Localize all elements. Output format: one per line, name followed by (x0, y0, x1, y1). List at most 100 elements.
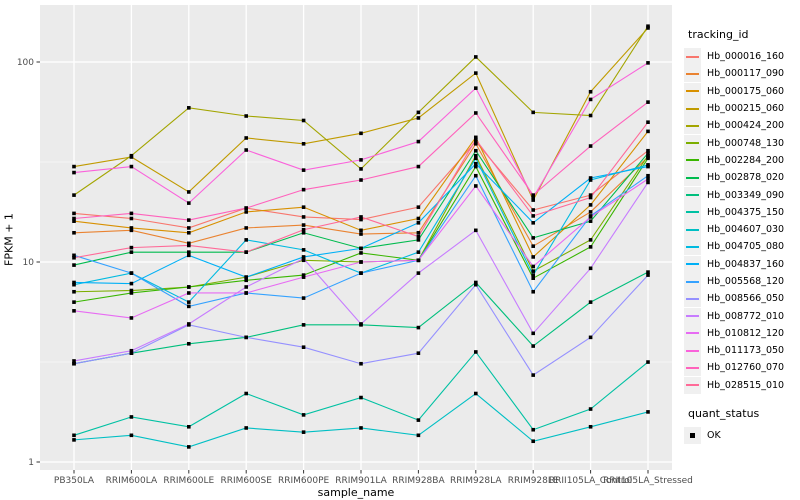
data-point (531, 221, 535, 225)
data-point (531, 264, 535, 269)
legend-label: Hb_000117_090 (707, 68, 785, 80)
data-point (187, 241, 191, 246)
legend-item: Hb_003349_090 (684, 186, 798, 204)
x-axis-title: sample_name (317, 486, 395, 499)
data-point (646, 270, 650, 274)
data-point (359, 246, 363, 251)
data-point (531, 236, 535, 240)
data-point (531, 195, 535, 200)
data-point (531, 439, 535, 444)
x-tick-label: RRIM600LE (163, 476, 214, 486)
data-point (646, 148, 650, 153)
data-point (416, 250, 421, 254)
data-point (646, 173, 650, 178)
data-point (129, 245, 134, 250)
legend-label: Hb_002284_200 (707, 154, 785, 166)
data-point (187, 285, 191, 289)
data-point (129, 271, 134, 275)
data-point (646, 151, 650, 155)
data-point (72, 300, 76, 304)
data-point (588, 203, 593, 207)
data-point (416, 234, 421, 239)
legend-key (684, 134, 701, 152)
data-point (301, 256, 306, 261)
data-point (646, 360, 650, 364)
legend-label: Hb_004375_150 (707, 206, 785, 218)
data-point (129, 415, 134, 419)
data-point (416, 110, 421, 115)
data-point (129, 288, 134, 293)
legend-item: Hb_000175_060 (684, 82, 798, 100)
data-point (474, 55, 478, 59)
legend-key (684, 117, 701, 135)
data-point (416, 238, 421, 242)
data-point (301, 230, 306, 235)
data-point (474, 86, 478, 90)
data-point (187, 190, 191, 194)
data-point (474, 148, 478, 153)
data-point (416, 221, 421, 225)
data-point (244, 238, 248, 242)
data-point (129, 211, 134, 216)
data-point (359, 322, 363, 326)
data-point (359, 361, 363, 366)
data-point (588, 113, 593, 118)
data-point (359, 260, 363, 264)
data-point (72, 309, 76, 313)
data-point (359, 251, 363, 255)
data-point (244, 285, 248, 289)
data-point (359, 215, 363, 219)
data-point (72, 359, 76, 363)
data-point (474, 71, 478, 75)
data-point (416, 230, 421, 235)
point-swatch-icon (690, 433, 695, 439)
legend-item: Hb_000424_200 (684, 117, 798, 135)
data-point (129, 316, 134, 320)
legend-line-swatch (686, 142, 699, 145)
legend-label: Hb_011173_050 (707, 345, 785, 357)
data-point (72, 255, 76, 260)
data-point (416, 258, 421, 263)
data-point (301, 345, 306, 349)
data-point (187, 106, 191, 110)
x-tick-label: RRIM600SE (220, 476, 272, 486)
legend-label: Hb_000016_160 (707, 51, 785, 63)
legend-item: Hb_000748_130 (684, 134, 798, 152)
legend-key (684, 290, 701, 308)
data-point (531, 110, 535, 115)
legend-line-swatch (686, 107, 699, 110)
data-point (531, 373, 535, 377)
legend-label: Hb_000748_130 (707, 137, 785, 149)
data-point (646, 273, 650, 277)
data-point (72, 438, 76, 442)
x-tick-label: RRIM928BA (392, 476, 445, 486)
legend-key (684, 238, 701, 256)
legend-line-swatch (686, 315, 699, 318)
data-point (301, 168, 306, 172)
legend-key (684, 48, 701, 66)
legend-line-swatch (686, 332, 699, 335)
data-point (474, 282, 478, 287)
data-point (187, 201, 191, 205)
data-point (301, 215, 306, 219)
legend-line-swatch (686, 90, 699, 93)
data-point (301, 275, 306, 279)
data-point (531, 255, 535, 259)
legend-key (684, 376, 701, 394)
legend-line-swatch (686, 72, 699, 75)
data-point (474, 161, 478, 166)
legend-item: Hb_004375_150 (684, 203, 798, 221)
data-point (416, 433, 421, 438)
legend-label: OK (707, 430, 721, 442)
data-point (301, 223, 306, 227)
data-point (416, 418, 421, 422)
y-axis-title: FPKM + 1 (2, 213, 16, 266)
data-point (301, 187, 306, 192)
data-point (301, 273, 306, 277)
x-tick-label: RRIM600LA (106, 476, 158, 486)
data-point (244, 210, 248, 214)
data-point (129, 291, 134, 295)
quant-legend-items: OK (684, 427, 798, 445)
legend-key (684, 359, 701, 377)
data-point (244, 335, 248, 340)
